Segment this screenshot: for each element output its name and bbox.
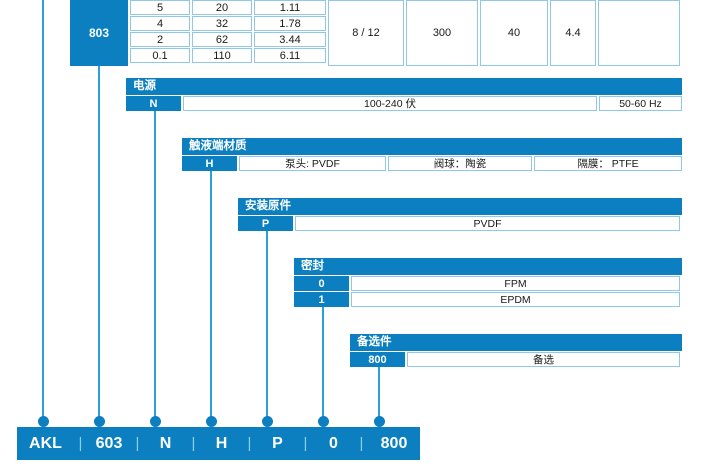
connector-dot-model [94, 416, 105, 427]
table-cell: 1.11 [254, 0, 326, 15]
spec-cell-connection-size: 8 / 12 [328, 0, 404, 66]
connector-line-model [98, 66, 100, 433]
block-title-seal: 密封 [294, 258, 682, 275]
block-title-power-supply: 电源 [126, 78, 682, 95]
connector-dot-options [374, 416, 385, 427]
block-title-mounting-part: 安装原件 [238, 198, 682, 215]
option-row: N 100-240 伏 50-60 Hz [126, 96, 682, 111]
table-cell: 20 [192, 0, 252, 15]
spec-model-code: 803 [70, 0, 128, 66]
table-cell: 32 [192, 16, 252, 31]
code-segment-mounting-part[interactable]: P [272, 434, 283, 452]
option-row: 800 备选 [350, 352, 682, 367]
connector-line-wetted-material [210, 170, 212, 433]
spec-cell-empty [598, 0, 680, 66]
option-value-seal-epdm: EPDM [351, 292, 680, 307]
spec-column-stroke: 1.11 1.78 3.44 6.11 [254, 0, 326, 66]
option-code-options[interactable]: 800 [350, 352, 405, 367]
spec-column-capacity: 20 32 62 110 [192, 0, 252, 66]
code-segment-seal[interactable]: 0 [329, 434, 338, 452]
table-cell: 5 [130, 0, 190, 15]
connector-line-seal [322, 306, 324, 433]
option-value-frequency: 50-60 Hz [599, 96, 682, 111]
spec-cell-stroke-rate: 300 [406, 0, 478, 66]
option-row: H 泵头: PVDF 阀球：陶瓷 隔膜： PTFE [182, 156, 682, 171]
code-separator: | [191, 435, 196, 452]
table-cell: 0.1 [130, 48, 190, 63]
option-row: 0 FPM [294, 276, 682, 291]
connector-line-series [42, 0, 44, 433]
connector-dot-wetted-material [206, 416, 217, 427]
block-wetted-material: 触液端材质 H 泵头: PVDF 阀球：陶瓷 隔膜： PTFE [182, 138, 682, 171]
assembled-model-code-bar: AKL | 603 | N | H | P | 0 | 800 [17, 427, 420, 460]
table-cell: 1.78 [254, 16, 326, 31]
block-power-supply: 电源 N 100-240 伏 50-60 Hz [126, 78, 682, 111]
spec-cell-suction-lift: 40 [480, 0, 548, 66]
connector-line-power-supply [154, 110, 156, 433]
code-segment-series[interactable]: AKL [29, 434, 62, 452]
block-seal: 密封 0 FPM 1 EPDM [294, 258, 682, 307]
option-code-mounting-part[interactable]: P [238, 216, 293, 231]
connector-line-options [378, 366, 380, 433]
option-code-seal-epdm[interactable]: 1 [294, 292, 349, 307]
connector-dot-series [38, 416, 49, 427]
table-cell: 4 [130, 16, 190, 31]
table-cell: 2 [130, 32, 190, 47]
code-separator: | [303, 435, 308, 452]
code-separator: | [359, 435, 364, 452]
option-value-pump-head: 泵头: PVDF [239, 156, 386, 171]
code-segment-power-supply[interactable]: N [159, 434, 172, 452]
option-code-seal-fpm[interactable]: 0 [294, 276, 349, 291]
code-separator: | [247, 435, 252, 452]
table-cell: 62 [192, 32, 252, 47]
option-value-voltage: 100-240 伏 [183, 96, 597, 111]
block-title-wetted-material: 触液端材质 [182, 138, 682, 155]
code-segment-options[interactable]: 800 [380, 434, 408, 452]
table-cell: 3.44 [254, 32, 326, 47]
connector-dot-seal [318, 416, 329, 427]
option-value-seal-fpm: FPM [351, 276, 680, 291]
code-segment-wetted-material[interactable]: H [215, 434, 228, 452]
connector-dot-mounting-part [262, 416, 273, 427]
block-title-options: 备选件 [350, 334, 682, 351]
code-separator: | [135, 435, 140, 452]
code-separator: | [78, 435, 83, 452]
option-value-valve-ball: 阀球：陶瓷 [388, 156, 532, 171]
option-code-power-supply[interactable]: N [126, 96, 181, 111]
option-value-options: 备选 [407, 352, 680, 367]
block-mounting-part: 安装原件 P PVDF [238, 198, 682, 231]
option-value-mounting-material: PVDF [295, 216, 680, 231]
option-row: P PVDF [238, 216, 682, 231]
spec-column-pressure: 5 4 2 0.1 [130, 0, 190, 66]
code-segment-model[interactable]: 603 [95, 434, 123, 452]
block-options: 备选件 800 备选 [350, 334, 682, 367]
table-cell: 6.11 [254, 48, 326, 63]
option-value-diaphragm: 隔膜： PTFE [534, 156, 682, 171]
spec-cell-weight: 4.4 [550, 0, 596, 66]
connector-dot-power-supply [150, 416, 161, 427]
table-cell: 110 [192, 48, 252, 63]
option-row: 1 EPDM [294, 292, 682, 307]
connector-line-mounting-part [266, 230, 268, 433]
option-code-wetted-material[interactable]: H [182, 156, 237, 171]
